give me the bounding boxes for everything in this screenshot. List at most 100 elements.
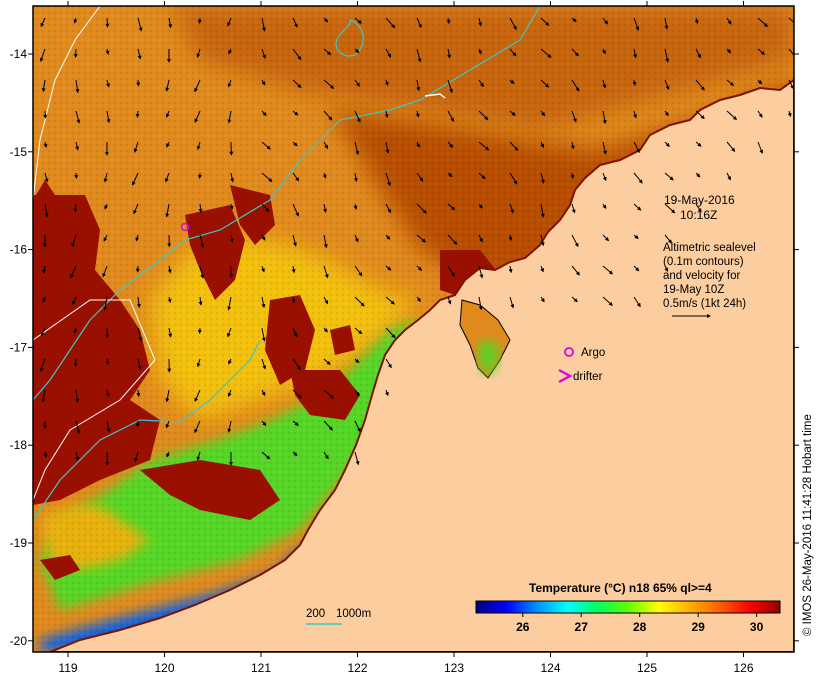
- velocity-arrow: [478, 17, 483, 27]
- velocity-arrow: [695, 141, 702, 147]
- velocity-arrow: [323, 358, 331, 365]
- y-axis: -14 -15 -16 -17 -18 -19 -20: [10, 47, 799, 648]
- velocity-arrow: [103, 234, 108, 242]
- velocity-arrow: [540, 110, 546, 117]
- velocity-arrow: [540, 265, 544, 273]
- velocity-arrow: [165, 389, 170, 403]
- velocity-arrow: [509, 79, 515, 85]
- velocity-arrow: [323, 327, 328, 333]
- velocity-arrow: [194, 79, 201, 93]
- velocity-arrow: [416, 141, 420, 149]
- colorbar-tick-label: 30: [750, 620, 764, 634]
- x-tick-label: 119: [58, 661, 77, 675]
- argo-legend-icon: [564, 347, 574, 357]
- velocity-arrow: [664, 48, 670, 63]
- velocity-arrow: [227, 17, 232, 27]
- velocity-arrow: [385, 48, 392, 58]
- velocity-arrow: [227, 296, 232, 311]
- velocity-arrow: [571, 79, 580, 92]
- velocity-arrow: [447, 172, 453, 178]
- velocity-arrow: [228, 358, 232, 365]
- velocity-arrow: [757, 17, 769, 28]
- velocity-arrow: [633, 203, 642, 211]
- velocity-arrow: [416, 48, 422, 63]
- velocity-arrow: [415, 110, 420, 118]
- info-line-2: (0.1m contours): [663, 256, 744, 268]
- velocity-arrow: [602, 172, 607, 182]
- velocity-arrow: [788, 48, 794, 60]
- velocity-arrow: [40, 327, 46, 337]
- velocity-arrow: [509, 48, 517, 57]
- velocity-arrow: [75, 389, 80, 403]
- y-tick-label: -14: [10, 47, 28, 61]
- velocity-arrow: [104, 203, 109, 210]
- velocity-arrow: [540, 203, 545, 218]
- velocity-arrow: [540, 48, 552, 59]
- velocity-arrow: [134, 451, 139, 463]
- velocity-arrow: [416, 203, 427, 214]
- velocity-arrow: [446, 17, 451, 25]
- velocity-arrow: [103, 296, 108, 311]
- velocity-arrow: [571, 265, 580, 276]
- velocity-arrow: [602, 296, 613, 306]
- x-tick-label: 120: [154, 661, 174, 675]
- velocity-arrow: [164, 172, 170, 183]
- velocity-arrow: [261, 420, 267, 427]
- velocity-arrow: [261, 265, 265, 273]
- velocity-arrow: [571, 296, 578, 303]
- velocity-arrow: [165, 420, 170, 429]
- sealevel-contour-2: [33, 299, 156, 501]
- depth-legend-200: 200: [306, 608, 325, 620]
- map-frame: [32, 5, 795, 653]
- velocity-arrow: [136, 389, 141, 397]
- colorbar-ticks: 26 27 28 29 30: [516, 613, 764, 634]
- velocity-arrow: [571, 17, 577, 23]
- velocity-arrow: [40, 17, 46, 28]
- velocity-arrow: [354, 296, 365, 307]
- velocity-arrow: [166, 141, 170, 148]
- velocity-arrow: [478, 265, 484, 279]
- velocity-arrow: [664, 203, 676, 214]
- x-tick-label: 122: [347, 661, 367, 675]
- land: [49, 78, 794, 652]
- velocity-arrow: [602, 265, 614, 275]
- velocity-arrows: [39, 17, 794, 466]
- velocity-arrow: [602, 141, 607, 155]
- velocity-arrow: [292, 17, 298, 28]
- velocity-arrow: [194, 389, 201, 403]
- velocity-arrow: [694, 17, 699, 25]
- velocity-arrow: [261, 110, 267, 117]
- velocity-arrow: [229, 203, 234, 210]
- velocity-arrow: [106, 110, 111, 124]
- velocity-arrow: [292, 172, 300, 182]
- velocity-arrow: [42, 265, 47, 274]
- velocity-arrow: [291, 296, 296, 304]
- velocity-arrow: [261, 296, 266, 309]
- velocity-arrow: [292, 327, 298, 338]
- velocity-arrow: [664, 79, 670, 91]
- velocity-arrow: [571, 48, 579, 57]
- velocity-arrow: [323, 296, 329, 305]
- velocity-arrow: [633, 17, 640, 31]
- velocity-arrow: [726, 172, 731, 181]
- velocity-arrow: [385, 296, 395, 305]
- velocity-arrow: [292, 79, 302, 89]
- velocity-arrow: [757, 141, 764, 154]
- velocity-arrow: [447, 141, 454, 148]
- velocity-arrow: [261, 327, 266, 342]
- velocity-arrow: [354, 17, 362, 24]
- x-axis: 119 120 121 122 123 124 125 126: [58, 1, 754, 675]
- velocity-arrow: [43, 451, 48, 458]
- velocity-arrow: [105, 17, 110, 28]
- velocity-arrow: [196, 451, 201, 461]
- x-tick-label: 126: [733, 661, 753, 675]
- velocity-arrow: [323, 141, 329, 150]
- velocity-arrow: [695, 79, 705, 91]
- y-tick-label: -19: [10, 536, 28, 550]
- velocity-arrow: [133, 203, 139, 215]
- velocity-arrow: [664, 141, 670, 148]
- velocity-arrow: [633, 234, 639, 240]
- velocity-arrow: [509, 172, 518, 185]
- velocity-arrow: [385, 17, 396, 29]
- velocity-arrow: [602, 79, 607, 89]
